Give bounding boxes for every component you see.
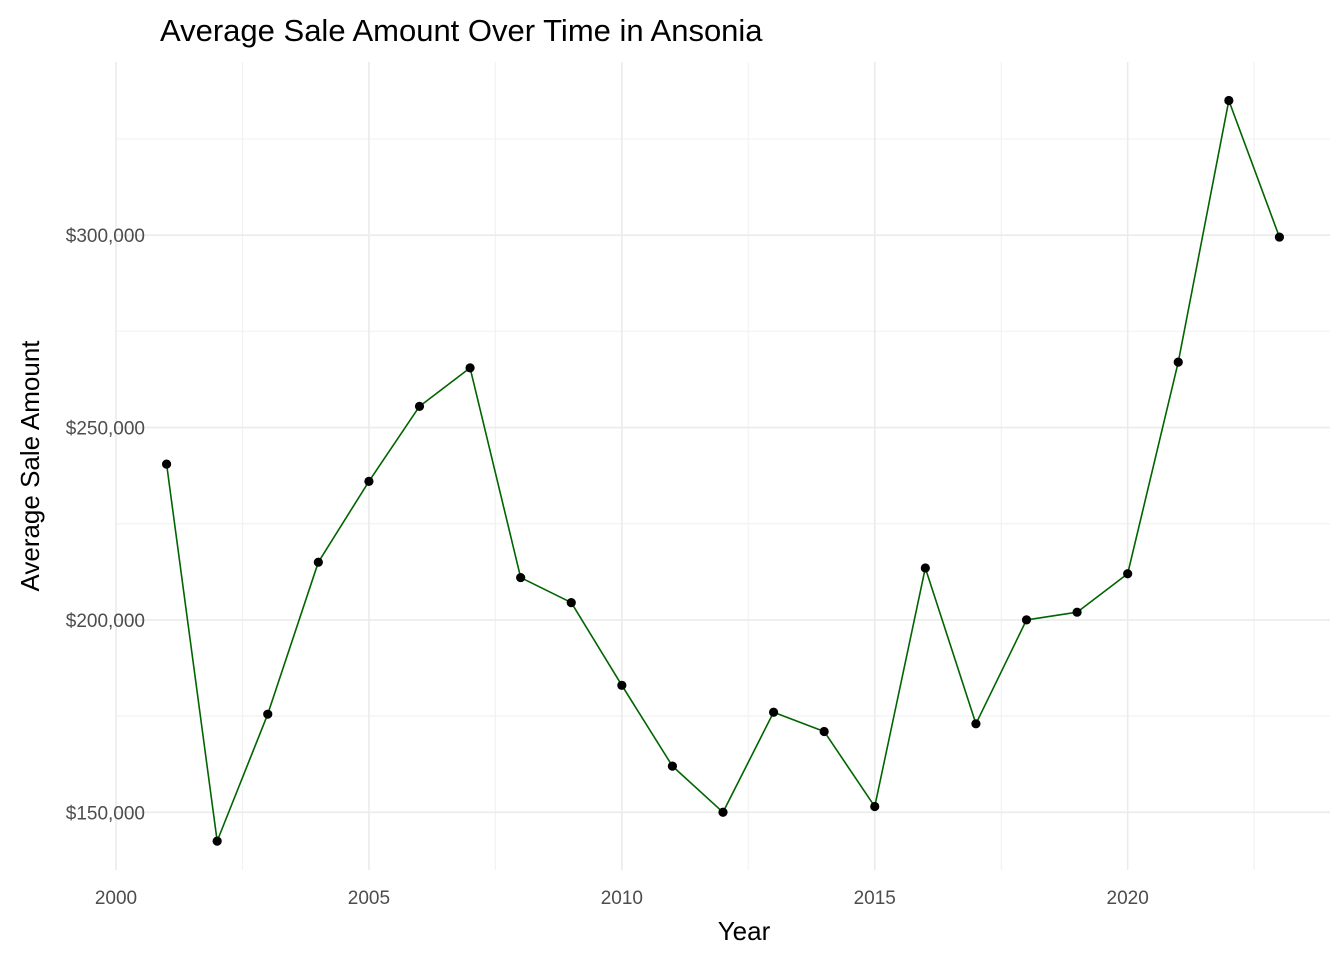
data-point bbox=[971, 719, 981, 729]
data-point bbox=[870, 801, 880, 812]
chart-title: Average Sale Amount Over Time in Ansonia bbox=[160, 13, 763, 48]
data-point bbox=[667, 761, 678, 771]
data-point bbox=[212, 836, 222, 846]
data-point bbox=[161, 459, 172, 469]
x-tick-label: 2020 bbox=[1107, 888, 1149, 909]
x-tick-label: 2000 bbox=[95, 888, 137, 909]
data-point bbox=[819, 726, 829, 737]
data-point bbox=[313, 557, 323, 567]
data-point bbox=[768, 707, 779, 717]
y-tick-label: $250,000 bbox=[66, 419, 145, 440]
data-point bbox=[1021, 615, 1032, 625]
data-point bbox=[1173, 357, 1183, 367]
data-point bbox=[364, 476, 374, 486]
data-point bbox=[566, 597, 576, 608]
y-tick-label: $150,000 bbox=[66, 803, 145, 824]
y-tick-label: $200,000 bbox=[66, 611, 145, 632]
series-line bbox=[165, 99, 1281, 842]
data-point bbox=[1274, 232, 1285, 242]
x-tick-label: 2010 bbox=[601, 888, 643, 909]
grid-lines bbox=[115, 62, 1330, 870]
data-point bbox=[414, 401, 425, 411]
data-point bbox=[516, 572, 526, 583]
data-point bbox=[1072, 607, 1082, 617]
data-point bbox=[920, 563, 930, 573]
y-tick-label: $300,000 bbox=[66, 226, 145, 247]
data-points bbox=[161, 95, 1285, 846]
y-axis-ticks: $150,000 $200,000 $250,000 $300,000 bbox=[66, 226, 145, 824]
y-axis-title: Average Sale Amount bbox=[15, 340, 45, 592]
x-axis-ticks: 2000 2005 2010 2015 2020 bbox=[95, 888, 1149, 909]
x-tick-label: 2005 bbox=[348, 888, 390, 909]
x-axis-title: Year bbox=[718, 916, 771, 946]
data-point bbox=[1224, 95, 1234, 106]
x-tick-label: 2015 bbox=[854, 888, 896, 909]
data-point bbox=[465, 363, 475, 373]
data-point bbox=[1123, 569, 1133, 579]
data-point bbox=[718, 807, 728, 817]
series-lines bbox=[165, 99, 1281, 842]
data-point bbox=[263, 709, 273, 719]
data-point bbox=[617, 680, 627, 690]
